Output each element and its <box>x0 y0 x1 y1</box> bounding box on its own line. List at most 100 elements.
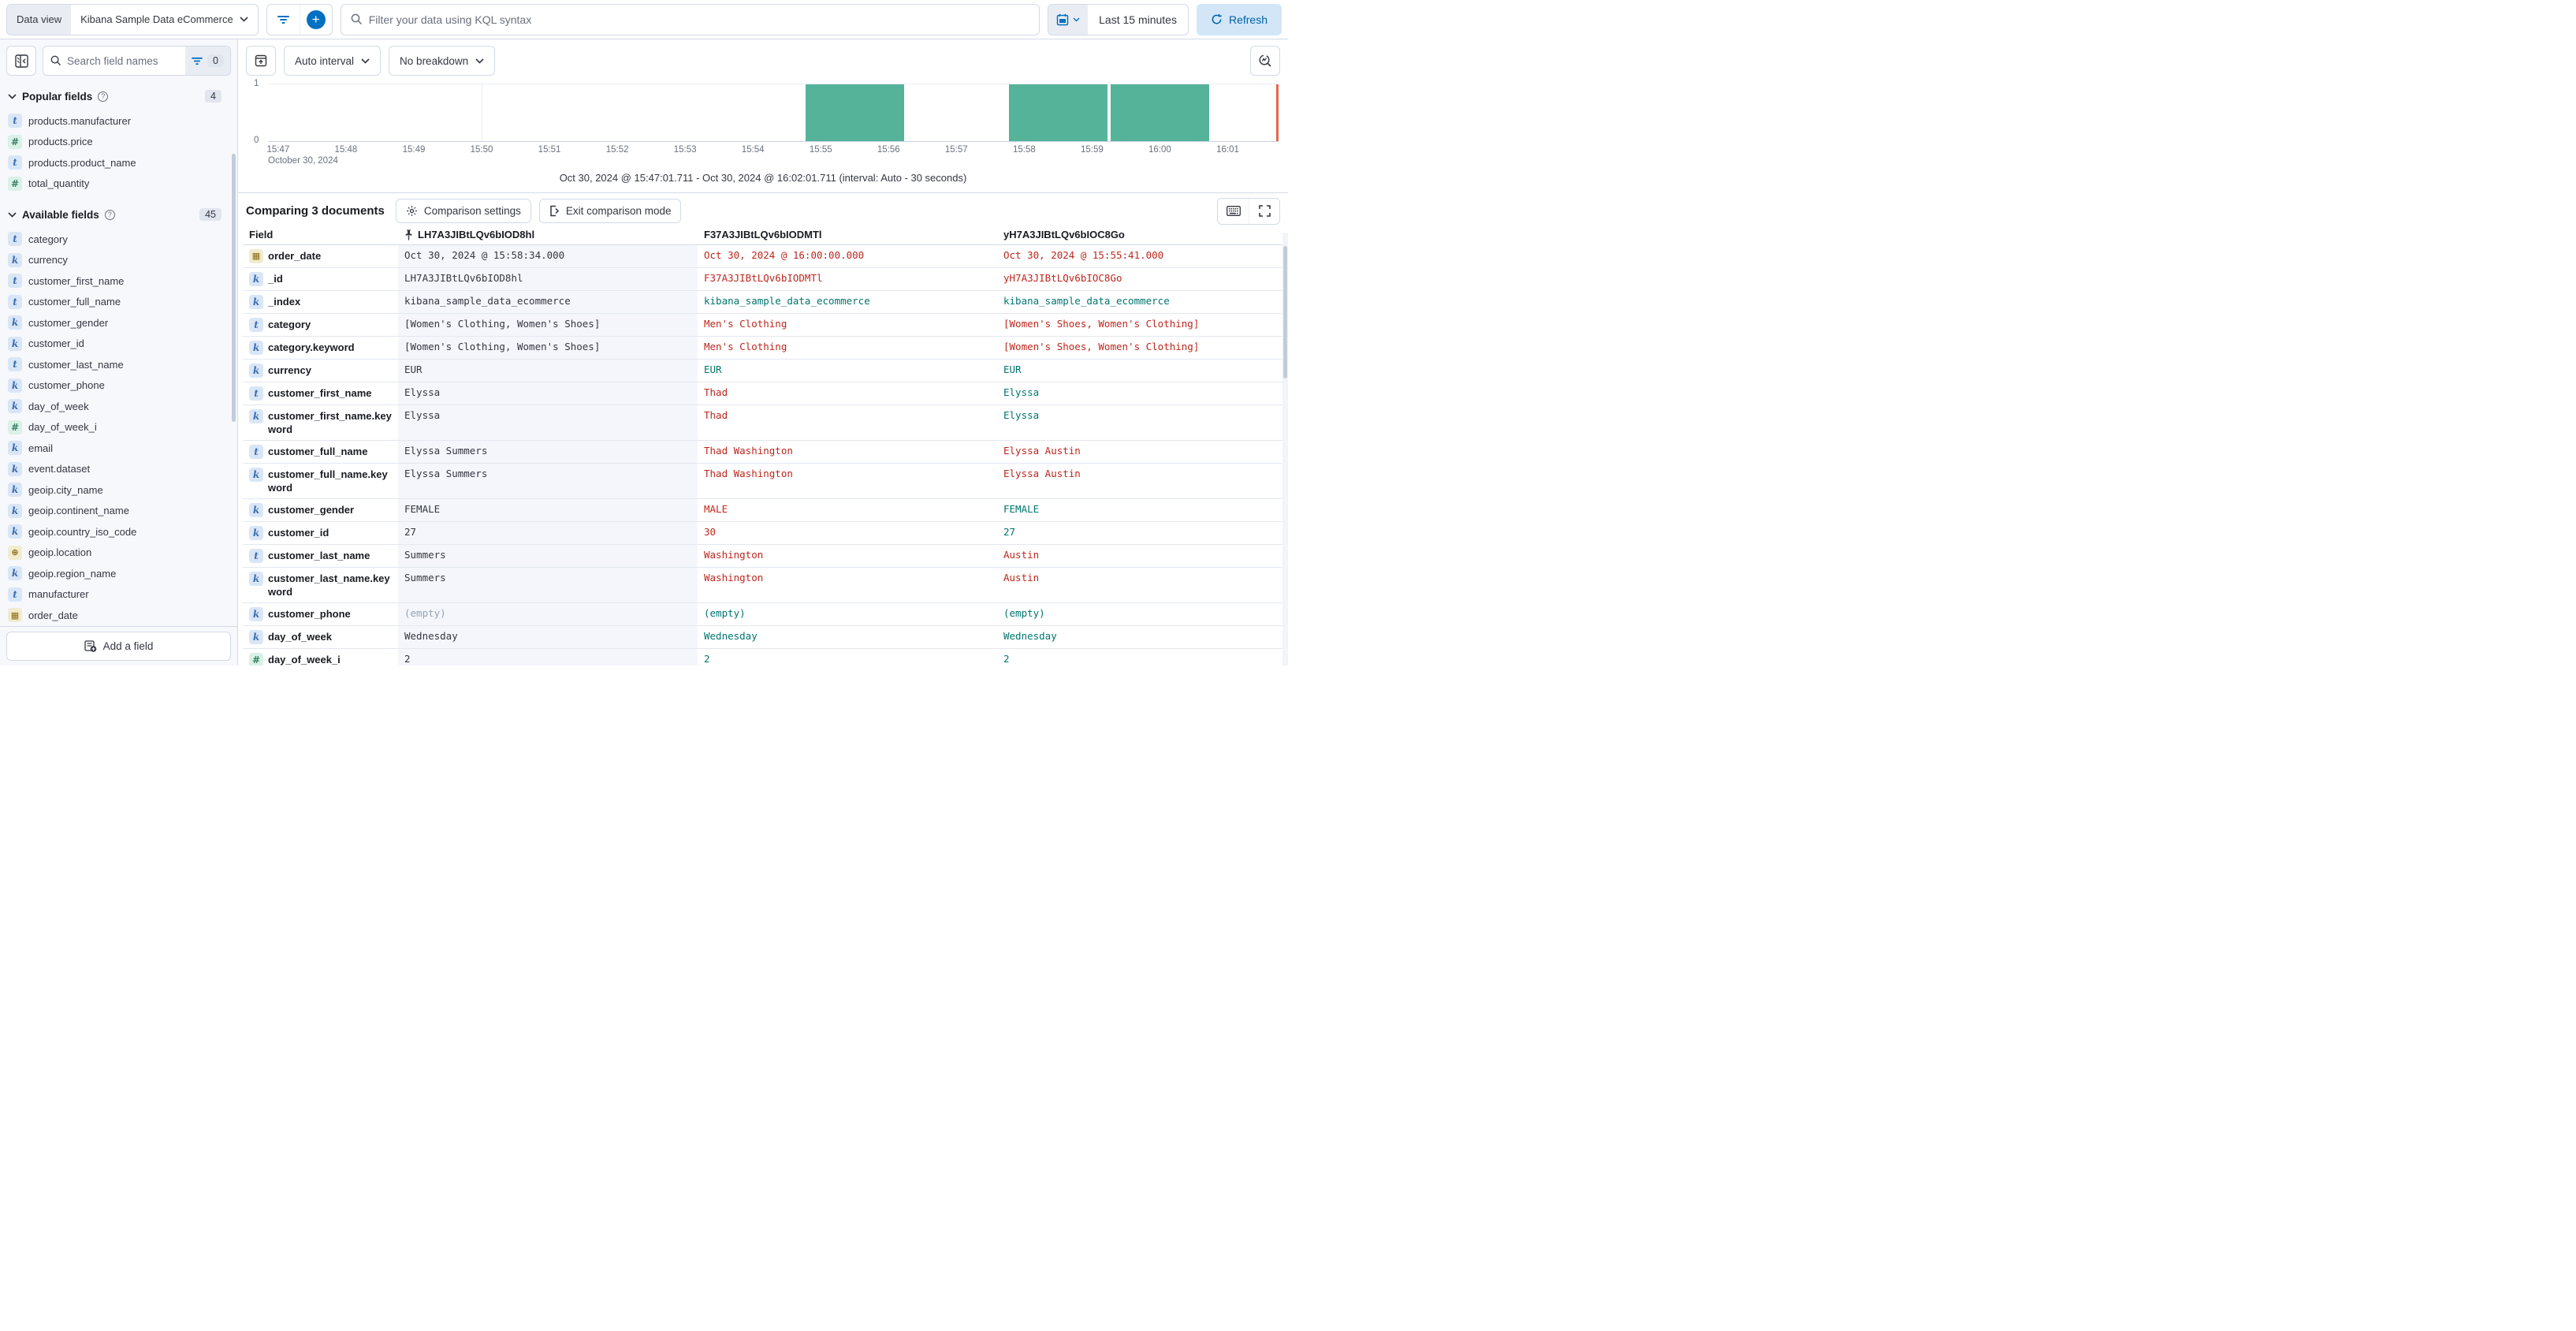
doc-column-header-yH7A3JIBtLQv6bIOC8Go[interactable]: yH7A3JIBtLQv6bIOC8Go <box>997 226 1288 244</box>
field-type-keyword-icon: k <box>8 524 22 539</box>
doc-column-header-LH7A3JIBtLQv6bIOD8hl[interactable]: LH7A3JIBtLQv6bIOD8hl <box>398 226 698 244</box>
sidebar-field-item-geoip.city_name[interactable]: k geoip.city_name <box>0 479 237 501</box>
sidebar-field-item-total_quantity[interactable]: # total_quantity <box>0 173 237 195</box>
sidebar-field-item-customer_full_name[interactable]: t customer_full_name <box>0 292 237 313</box>
sidebar-field-item-event.dataset[interactable]: k event.dataset <box>0 459 237 480</box>
field-search-box: Search field names 0 <box>43 46 231 76</box>
comparison-value: 2 <box>704 653 710 665</box>
sidebar-field-item-geoip.region_name[interactable]: k geoip.region_name <box>0 563 237 584</box>
field-type-text-icon: t <box>249 549 263 563</box>
comparison-row-category[interactable]: t category [Women's Clothing, Women's Shoe… <box>243 314 1288 337</box>
x-axis-tick-label: 15:56 <box>877 145 900 155</box>
sidebar-footer: Add a field <box>0 626 237 666</box>
sidebar-field-item-customer_gender[interactable]: k customer_gender <box>0 312 237 334</box>
comparison-row-order_date[interactable]: ▦ order_date Oct 30, 2024 @ 15:58:34.000 Oc… <box>243 245 1288 268</box>
field-search-input[interactable]: Search field names <box>43 55 185 67</box>
sidebar-field-item-customer_phone[interactable]: k customer_phone <box>0 375 237 397</box>
comparison-row-customer_id[interactable]: k customer_id 27 30 27 <box>243 522 1288 545</box>
calendar-icon: ▦ <box>8 608 22 623</box>
sidebar-field-item-geoip.location[interactable]: ⊕ geoip.location <box>0 542 237 564</box>
sidebar-scrollbar[interactable] <box>232 154 236 422</box>
field-cell: t customer_first_name <box>243 382 398 405</box>
comparison-row-day_of_week[interactable]: k day_of_week Wednesday Wednesday Wednesday <box>243 626 1288 649</box>
add-filter-button[interactable]: + <box>299 4 332 35</box>
comparison-row-customer_full_name.keyword[interactable]: k customer_full_name.keyword Elyssa Summer… <box>243 464 1288 499</box>
doc-column-header-F37A3JIBtLQv6bIODMTl[interactable]: F37A3JIBtLQv6bIODMTl <box>698 226 997 244</box>
x-axis-tick-label: 15:48 <box>334 145 358 155</box>
sidebar-field-item-products.price[interactable]: # products.price <box>0 132 237 153</box>
comparison-row-customer_first_name[interactable]: t customer_first_name Elyssa Thad Elyssa <box>243 382 1288 405</box>
popular-fields-header[interactable]: Popular fields ? 4 <box>0 87 237 106</box>
histogram-bar[interactable] <box>805 84 904 141</box>
time-range-value[interactable]: Last 15 minutes <box>1099 13 1177 26</box>
calendar-icon <box>1056 13 1069 25</box>
field-cell: k customer_id <box>243 522 398 544</box>
comparison-row-_index[interactable]: k _index kibana_sample_data_ecommerce kiban… <box>243 291 1288 314</box>
comparison-row-day_of_week_i[interactable]: # day_of_week_i 2 2 2 <box>243 649 1288 666</box>
sidebar-field-item-order_date[interactable]: ▦ order_date <box>0 605 237 626</box>
kql-search-input[interactable]: Filter your data using KQL syntax <box>340 3 1040 35</box>
keyboard-icon <box>1226 206 1241 216</box>
sidebar-field-item-geoip.country_iso_code[interactable]: k geoip.country_iso_code <box>0 521 237 542</box>
saved-query-filter-button[interactable] <box>267 5 300 35</box>
field-name: customer_id <box>268 527 329 539</box>
field-name: currency <box>268 364 311 376</box>
sidebar-field-item-day_of_week_i[interactable]: # day_of_week_i <box>0 417 237 438</box>
histogram-bar[interactable] <box>1008 84 1107 141</box>
sidebar-field-item-day_of_week[interactable]: k day_of_week <box>0 396 237 417</box>
comparison-row-category.keyword[interactable]: k category.keyword [Women's Clothing, Wome… <box>243 337 1288 360</box>
sidebar-field-item-customer_first_name[interactable]: t customer_first_name <box>0 270 237 292</box>
exit-comparison-button[interactable]: Exit comparison mode <box>538 199 682 223</box>
fullscreen-button[interactable] <box>1249 198 1279 224</box>
base-doc-value: Summers <box>398 545 698 567</box>
keyboard-shortcuts-button[interactable] <box>1218 199 1249 224</box>
sidebar-field-item-customer_id[interactable]: k customer_id <box>0 334 237 355</box>
comparison-row-customer_first_name.keyword[interactable]: k customer_first_name.keyword Elyssa Thad El… <box>243 405 1288 441</box>
comparison-row-customer_last_name.keyword[interactable]: k customer_last_name.keyword Summers Washin… <box>243 568 1288 603</box>
field-type-keyword-icon: k <box>249 409 263 423</box>
field-column-header: Field <box>249 229 274 240</box>
plus-icon: + <box>306 9 326 29</box>
sidebar-field-item-geoip.continent_name[interactable]: k geoip.continent_name <box>0 501 237 522</box>
histogram-bar[interactable] <box>1111 84 1209 141</box>
chevron-down-icon <box>8 211 17 218</box>
hide-chart-button[interactable] <box>246 46 276 76</box>
comparison-value: kibana_sample_data_ecommerce <box>704 295 870 307</box>
comparison-row-currency[interactable]: k currency EUR EUR EUR <box>243 360 1288 382</box>
table-scrollbar[interactable] <box>1283 246 1287 378</box>
comparison-settings-button[interactable]: Comparison settings <box>395 199 531 223</box>
field-filter-count: 0 <box>207 54 224 67</box>
sidebar-field-item-category[interactable]: t category <box>0 229 237 250</box>
date-picker-dropdown[interactable] <box>1048 4 1089 35</box>
sidebar-field-item-products.manufacturer[interactable]: t products.manufacturer <box>0 110 237 132</box>
add-field-icon <box>84 640 96 652</box>
hide-chart-icon <box>255 54 267 67</box>
comparison-row-_id[interactable]: k _id LH7A3JIBtLQv6bIOD8hl F37A3JIBtLQv6bIO… <box>243 268 1288 291</box>
sidebar-field-item-manufacturer[interactable]: t manufacturer <box>0 584 237 606</box>
data-view-switcher[interactable]: Data view Kibana Sample Data eCommerce <box>6 3 259 35</box>
interval-select[interactable]: Auto interval <box>284 46 382 76</box>
breakdown-select[interactable]: No breakdown <box>389 46 496 76</box>
comparison-value: Thad Washington <box>704 468 793 479</box>
field-cell: t customer_last_name <box>243 545 398 567</box>
field-name: customer_full_name <box>28 296 121 308</box>
field-name: customer_full_name <box>268 446 368 457</box>
comparison-value: EUR <box>1003 364 1022 375</box>
comparison-row-customer_phone[interactable]: k customer_phone (empty) (empty) (empty) <box>243 603 1288 626</box>
available-fields-header[interactable]: Available fields ? 45 <box>0 205 237 224</box>
comparison-row-customer_last_name[interactable]: t customer_last_name Summers Washington Aust… <box>243 545 1288 568</box>
sidebar-field-item-currency[interactable]: k currency <box>0 250 237 271</box>
sidebar-field-item-email[interactable]: k email <box>0 438 237 459</box>
collapse-sidebar-button[interactable] <box>6 46 36 76</box>
sidebar-field-item-products.product_name[interactable]: t products.product_name <box>0 152 237 173</box>
field-filter-button[interactable]: 0 <box>185 47 230 75</box>
explore-in-lens-button[interactable] <box>1250 46 1280 76</box>
add-field-button[interactable]: Add a field <box>6 632 231 661</box>
comparison-row-customer_full_name[interactable]: t customer_full_name Elyssa Summers Thad Wa… <box>243 441 1288 464</box>
field-cell: t customer_full_name <box>243 441 398 463</box>
field-type-text-icon: t <box>249 386 263 401</box>
comparison-row-customer_gender[interactable]: k customer_gender FEMALE MALE FEMALE <box>243 499 1288 522</box>
refresh-button[interactable]: Refresh <box>1196 3 1282 35</box>
histogram-chart[interactable]: 1 0 15:47 15:48 15:49 15:50 15:51 15:52 15:53 1… <box>246 79 1280 166</box>
sidebar-field-item-customer_last_name[interactable]: t customer_last_name <box>0 354 237 375</box>
